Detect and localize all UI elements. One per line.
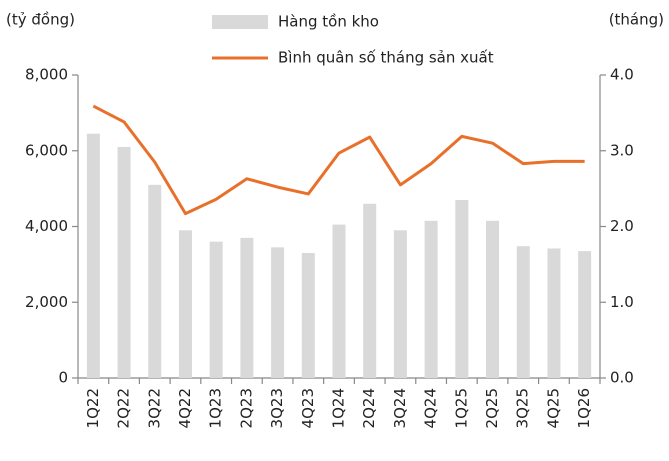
x-tick-label: 1Q24 [330, 388, 348, 428]
x-tick-label: 4Q25 [544, 388, 562, 428]
x-tick-label: 1Q22 [84, 388, 102, 428]
bar [578, 251, 592, 378]
legend-swatch [212, 15, 268, 29]
x-tick-label: 3Q24 [391, 388, 409, 428]
bar [424, 220, 438, 378]
bar [209, 241, 223, 378]
x-tick-label: 3Q22 [145, 388, 163, 428]
bar [86, 133, 100, 378]
bar [301, 253, 315, 378]
y2-tick-label: 2.0 [610, 217, 634, 235]
x-tick-label: 2Q23 [237, 388, 255, 428]
line [92, 104, 585, 216]
legend-label: Hàng tồn kho [278, 13, 379, 31]
y2-tick-label: 3.0 [610, 141, 634, 159]
bar [271, 247, 285, 378]
bar [117, 146, 131, 378]
bar [178, 230, 192, 378]
y2-axis-label: (tháng) [609, 11, 664, 29]
bar [240, 237, 254, 378]
bar [393, 230, 407, 378]
legend-label: Bình quân số tháng sản xuất [278, 49, 494, 67]
y-axis-label: (tỷ đồng) [6, 11, 75, 29]
bar [455, 199, 469, 378]
x-tick-label: 3Q25 [514, 388, 532, 428]
bar [516, 246, 530, 378]
bar [332, 224, 346, 378]
y2-tick-label: 4.0 [610, 66, 634, 84]
bar [363, 203, 377, 378]
x-tick-label: 2Q25 [483, 388, 501, 428]
x-tick-label: 4Q23 [299, 388, 317, 428]
x-tick-label: 2Q24 [360, 388, 378, 428]
x-tick-label: 1Q25 [452, 388, 470, 428]
bar [547, 248, 561, 378]
y-tick-label: 6,000 [25, 141, 68, 159]
x-tick-label: 2Q22 [115, 388, 133, 428]
x-tick-label: 3Q23 [268, 388, 286, 428]
x-tick-label: 1Q23 [207, 388, 225, 428]
x-tick-label: 1Q26 [575, 388, 593, 428]
y-tick-label: 0 [58, 369, 68, 387]
x-tick-label: 4Q24 [422, 388, 440, 428]
y2-tick-label: 1.0 [610, 293, 634, 311]
x-tick-label: 4Q22 [176, 388, 194, 428]
y-tick-label: 8,000 [25, 66, 68, 84]
y-tick-label: 2,000 [25, 293, 68, 311]
y-tick-label: 4,000 [25, 217, 68, 235]
bar [148, 184, 162, 378]
bar [486, 220, 500, 378]
y2-tick-label: 0.0 [610, 369, 634, 387]
